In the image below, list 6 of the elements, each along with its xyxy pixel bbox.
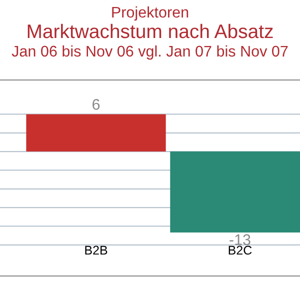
chart-title: Projektoren (112, 6, 188, 21)
x-tick-label: B2B (85, 246, 108, 255)
data-label: -13 (230, 234, 250, 246)
chart-subtitle: Marktwachstum nach Absatz Jan 06 bis Nov 06 vgl. Jan 07 bis Nov 07 (12, 24, 288, 60)
data-label: 6 (92, 98, 100, 110)
x-tick-label: B2C (228, 246, 252, 255)
